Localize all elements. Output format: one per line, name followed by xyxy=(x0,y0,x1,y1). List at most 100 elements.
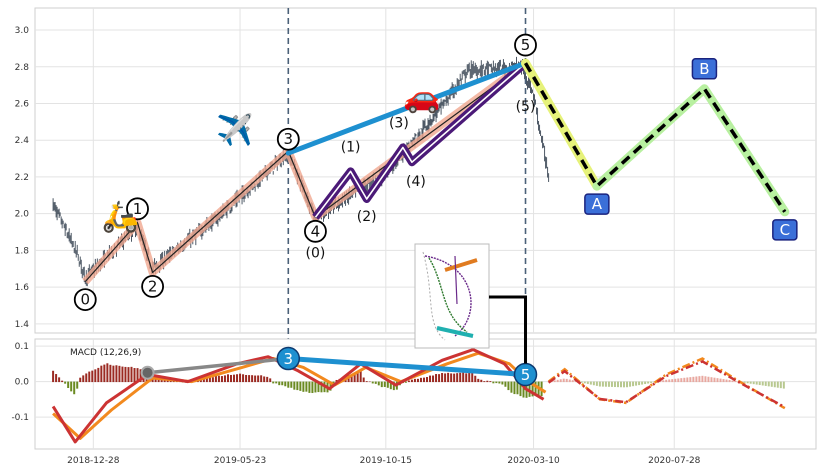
macd-histogram-bar xyxy=(320,381,323,393)
macd-histogram-bar xyxy=(79,377,82,383)
macd-histogram-bar xyxy=(121,366,124,383)
macd-histogram-bar xyxy=(474,375,477,383)
macd-wave-marker-label: 3 xyxy=(284,350,294,368)
macd-histogram-bar xyxy=(513,381,516,395)
macd-histogram-bar xyxy=(501,381,504,385)
macd-projected-histogram-bar xyxy=(713,377,716,383)
car-icon: 🚗 xyxy=(403,80,440,115)
macd-histogram-bar xyxy=(495,381,498,384)
macd-y-tick-label: 0.0 xyxy=(15,378,30,388)
wave-label: 0 xyxy=(80,291,90,309)
macd-histogram-bar xyxy=(371,381,374,384)
macd-projected-histogram-bar xyxy=(707,376,710,383)
inset-curve-purple xyxy=(424,255,472,337)
macd-histogram-bar xyxy=(432,375,435,383)
macd-histogram-bar xyxy=(453,373,456,383)
macd-projected-histogram-bar xyxy=(701,375,704,383)
subwave-label: (5) xyxy=(516,99,536,115)
macd-histogram-bar xyxy=(422,377,425,383)
macd-histogram-bar xyxy=(106,363,109,383)
macd-histogram-bar xyxy=(58,377,61,383)
wave-label-circle xyxy=(126,197,149,221)
macd-histogram-bar xyxy=(205,378,208,383)
macd-projected-histogram-bar xyxy=(764,381,767,386)
macd-line xyxy=(51,348,545,444)
macd-histogram-bar xyxy=(296,381,299,391)
macd-histogram-bar xyxy=(441,372,444,383)
corrective-label: A xyxy=(592,195,603,213)
macd-histogram-bar xyxy=(118,365,121,383)
macd-histogram-bar xyxy=(486,380,489,383)
macd-histogram-bar xyxy=(136,368,139,383)
macd-histogram-bar xyxy=(302,381,305,392)
inset-curve-green xyxy=(428,257,468,333)
inset-curve-grey xyxy=(422,251,446,341)
macd-projected-histogram-bar xyxy=(755,381,758,385)
macd-histogram-bar xyxy=(130,366,133,383)
macd-histogram-bar xyxy=(230,374,233,383)
macd-histogram-bar xyxy=(257,375,260,383)
macd-histogram-bar xyxy=(52,370,55,383)
macd-y-tick-label: -0.1 xyxy=(11,413,29,423)
macd-projected-histogram-bar xyxy=(626,381,629,388)
macd-projected-histogram-bar xyxy=(604,381,607,387)
macd-histogram-bar xyxy=(317,381,320,393)
macd-projected-histogram-bar xyxy=(767,381,770,387)
macd-histogram-bar xyxy=(314,381,317,393)
macd-histogram-bar xyxy=(489,381,492,383)
wave-diagram-inset xyxy=(414,243,528,364)
macd-histogram-bar xyxy=(287,381,290,388)
macd-histogram-bar xyxy=(233,374,236,383)
macd-histogram-bar xyxy=(85,373,88,383)
macd-histogram-bar xyxy=(272,381,275,384)
macd-projected-histogram-bar xyxy=(641,381,644,385)
macd-grey-connector xyxy=(147,356,289,375)
macd-histogram-bar xyxy=(290,381,293,388)
macd-histogram-bar xyxy=(127,367,130,383)
macd-projected-histogram-bar xyxy=(677,378,680,383)
macd-projected-histogram-bar xyxy=(644,381,647,385)
x-tick-label: 2019-10-15 xyxy=(360,456,412,466)
price-y-tick-label: 2.0 xyxy=(15,210,30,220)
macd-histogram-bar xyxy=(386,381,389,388)
macd-histogram-bar xyxy=(498,381,501,384)
macd-histogram-bar xyxy=(368,381,371,383)
macd-projected-histogram-bar xyxy=(553,380,556,383)
macd-histogram-bar xyxy=(100,365,103,383)
macd-projected-histogram-bar xyxy=(635,381,638,386)
subwave-label: (1) xyxy=(341,139,361,155)
macd-projected-histogram-bar xyxy=(668,379,671,383)
macd-projected-histogram-bar xyxy=(761,381,764,386)
macd-projected-histogram-bar xyxy=(586,381,589,384)
macd-projected-histogram-bar xyxy=(632,381,635,387)
macd-histogram-bar xyxy=(462,372,465,383)
wave-label-circle xyxy=(141,275,165,298)
wave-label: 2 xyxy=(148,277,158,295)
macd-histogram-bar xyxy=(61,380,64,383)
macd-histogram-bar xyxy=(254,375,257,383)
macd-histogram-bar xyxy=(504,381,507,387)
macd-projected-histogram-bar xyxy=(710,377,713,383)
macd-histogram-bar xyxy=(450,373,453,383)
wave-label-circle xyxy=(73,288,97,311)
macd-projected-histogram-bar xyxy=(610,381,613,387)
macd-projected-histogram-bar xyxy=(698,376,701,383)
price-y-tick-label: 1.8 xyxy=(15,246,30,256)
macd-projected-histogram-bar xyxy=(598,381,601,387)
macd-title: MACD (12,26,9) xyxy=(70,348,141,358)
macd-projected-histogram-bar xyxy=(692,376,695,383)
wave-label: 1 xyxy=(133,200,143,218)
macd-histogram-bar xyxy=(214,375,217,383)
macd-histogram-bar xyxy=(248,375,251,383)
x-tick-label: 2020-07-28 xyxy=(648,456,701,466)
macd-projected-histogram-bar xyxy=(680,378,683,383)
macd-histogram-bar xyxy=(67,381,70,388)
macd-projected-histogram-bar xyxy=(650,381,653,383)
macd-histogram-bar xyxy=(335,379,338,383)
macd-projected-histogram-bar xyxy=(782,381,785,389)
macd-histogram-bar xyxy=(380,381,383,388)
macd-projected-histogram-bar xyxy=(749,381,752,384)
macd-histogram-bar xyxy=(88,371,91,383)
macd-histogram-bar xyxy=(389,381,392,390)
